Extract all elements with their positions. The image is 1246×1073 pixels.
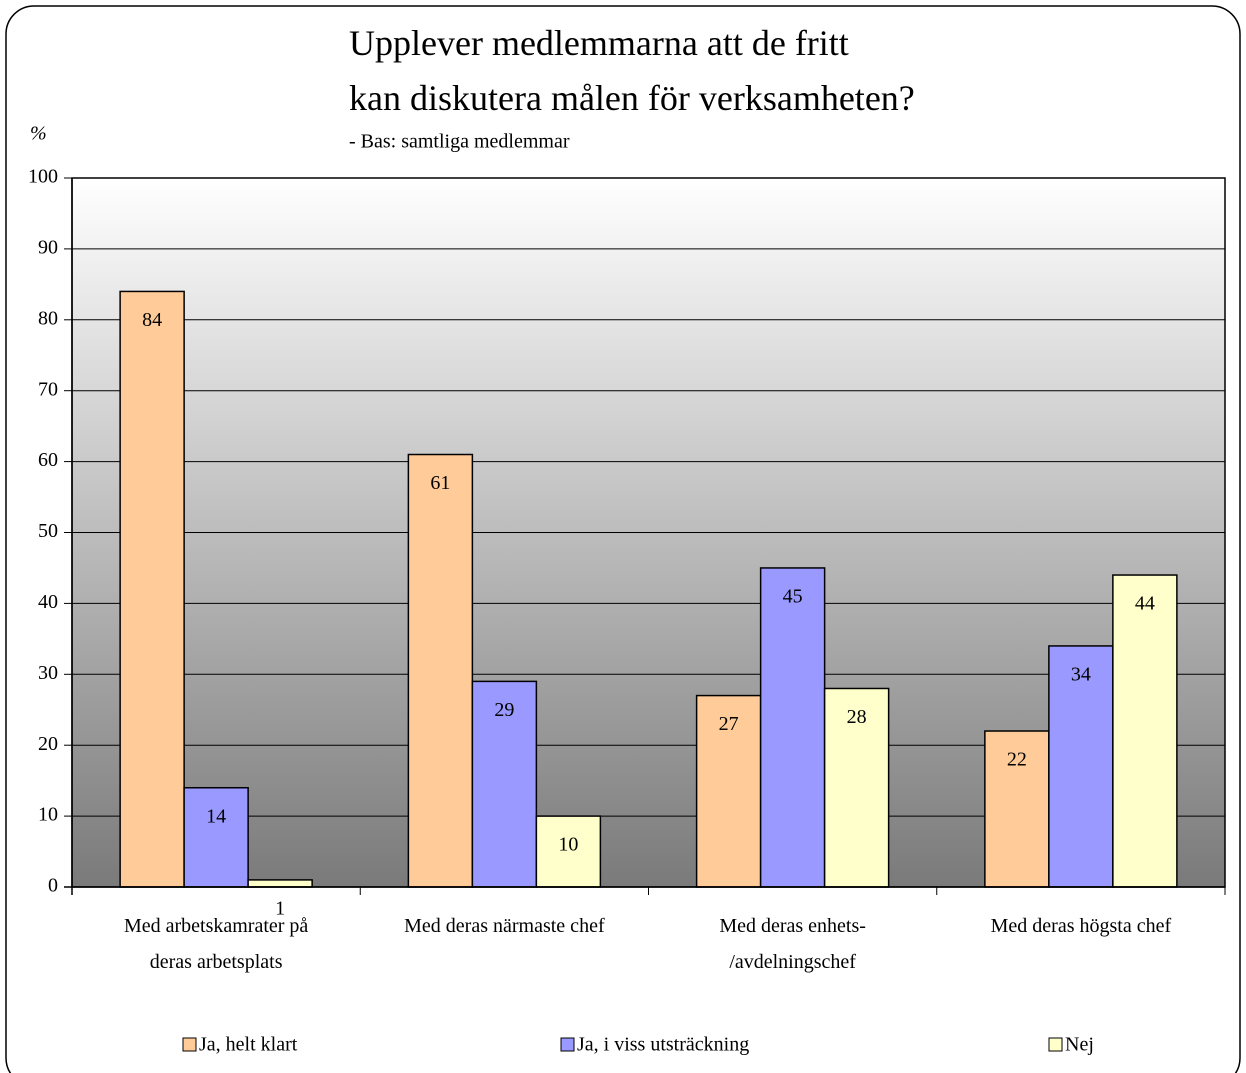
legend-swatch [560, 1037, 575, 1052]
bar [823, 687, 890, 888]
bar [183, 786, 249, 888]
x-tick-label: Med deras närmaste chef [404, 915, 605, 937]
data-label: 27 [719, 713, 739, 735]
data-label: 28 [847, 706, 867, 728]
y-tick-label: 50 [38, 520, 58, 542]
data-label: 45 [783, 586, 803, 608]
x-tick-label: Med deras högsta chef [991, 915, 1172, 937]
legend-swatch [182, 1037, 197, 1052]
y-axis-label: % [30, 123, 47, 145]
bar [759, 567, 826, 888]
y-tick-label: 90 [38, 236, 58, 258]
x-tick-label: Med arbetskamrater på deras arbetsplats [124, 915, 308, 973]
data-label: 61 [430, 472, 450, 494]
chart-title-text: Upplever medlemmarna att de fritt kan dis… [349, 23, 915, 118]
data-label: 34 [1071, 664, 1091, 686]
legend-label: Nej [1065, 1034, 1094, 1056]
bar [407, 453, 474, 888]
bar [1112, 574, 1178, 888]
data-label: 1 [275, 898, 285, 920]
y-tick-label: 0 [48, 875, 58, 897]
legend-label: Ja, helt klart [199, 1034, 298, 1056]
y-tick-label: 30 [38, 662, 58, 684]
y-tick-label: 100 [28, 166, 58, 188]
data-label: 14 [206, 805, 226, 827]
data-label: 29 [494, 699, 514, 721]
legend-swatch [1048, 1037, 1063, 1052]
y-tick-label: 10 [38, 804, 58, 826]
x-tick-label: Med deras enhets-/avdelningschef [719, 915, 866, 973]
bar [695, 694, 762, 888]
chart-title: Upplever medlemmarna att de fritt kan dis… [349, 23, 915, 118]
data-label: 10 [558, 834, 578, 856]
data-label: 44 [1135, 593, 1155, 615]
bar [247, 879, 313, 888]
y-tick-label: 80 [38, 307, 58, 329]
plot-border [71, 177, 1226, 888]
data-label: 22 [1007, 749, 1027, 771]
y-tick-label: 70 [38, 378, 58, 400]
subtitle: - Bas: samtliga medlemmar [349, 131, 570, 153]
y-tick-label: 40 [38, 591, 58, 613]
bar [1048, 645, 1114, 888]
bar [471, 680, 538, 888]
bar [119, 290, 185, 888]
data-label: 84 [142, 309, 162, 331]
bar [984, 730, 1050, 888]
y-tick-label: 60 [38, 449, 58, 471]
legend-label: Ja, i viss utsträckning [577, 1034, 749, 1056]
frame [5, 5, 1241, 1073]
y-tick-label: 20 [38, 733, 58, 755]
